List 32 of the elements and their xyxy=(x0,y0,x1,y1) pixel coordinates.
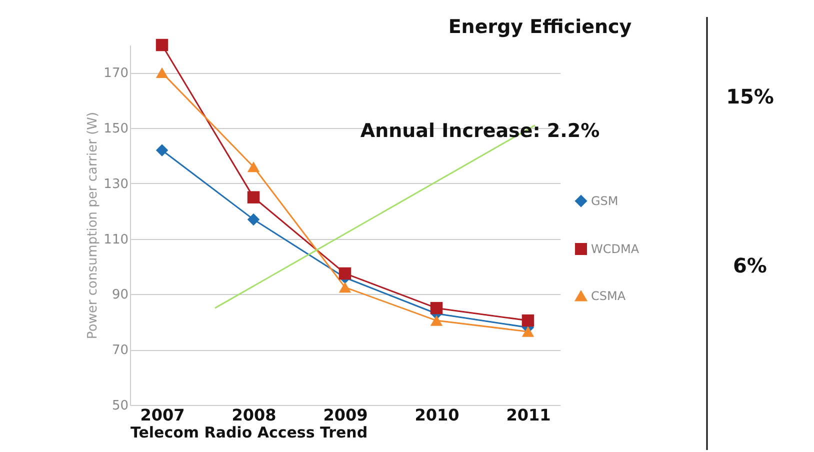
point xyxy=(338,282,352,293)
y-axis-title: Power consumption per carrier (W) xyxy=(86,112,101,340)
text: 15% xyxy=(726,84,774,109)
x-axis-title: Telecom Radio Access Trend xyxy=(130,424,368,442)
point xyxy=(156,38,168,52)
y-tick-label: 130 xyxy=(104,176,128,192)
y-tick-label: 150 xyxy=(104,122,128,137)
point xyxy=(247,213,260,226)
x-tick-label: 2010 xyxy=(414,406,460,424)
text: 6% xyxy=(733,254,767,278)
legend-label: CSMA xyxy=(591,289,626,303)
y-tick-label: 70 xyxy=(112,343,128,358)
point xyxy=(156,144,168,156)
point xyxy=(522,314,534,327)
point xyxy=(156,67,168,78)
y-tick-label: 50 xyxy=(112,398,128,414)
y-tick-label: 170 xyxy=(104,66,128,82)
x-tick-label: 2011 xyxy=(506,406,551,424)
point xyxy=(430,302,443,314)
legend-label: GSM xyxy=(591,194,618,208)
point xyxy=(338,267,352,280)
point xyxy=(247,162,260,172)
x-tick-label: 2007 xyxy=(140,406,185,424)
point xyxy=(430,315,443,326)
point xyxy=(522,326,534,337)
point xyxy=(247,191,260,204)
x-tick-label: 2009 xyxy=(323,406,368,424)
x-tick-label: 2008 xyxy=(232,406,276,424)
text: Energy Efficiency xyxy=(448,16,632,38)
y-tick-label: 110 xyxy=(104,232,128,248)
legend-label: WCDMA xyxy=(591,242,640,256)
y-tick-label: 90 xyxy=(112,288,128,303)
